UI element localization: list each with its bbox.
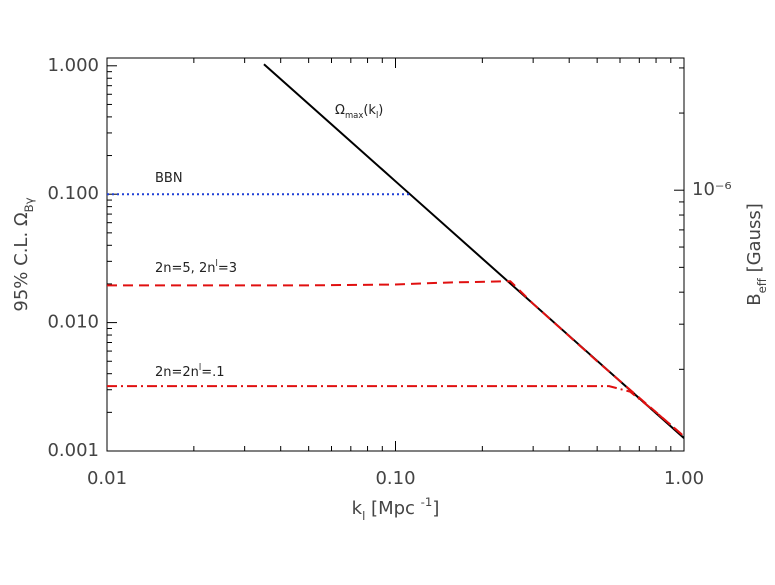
label-part: 2n=5, 2n [155,261,215,276]
y-tick-label: 0.010 [47,312,99,333]
annotation: 2n=5, 2nl=3 [155,258,237,276]
label-part: -1 [421,495,433,509]
series-line [107,385,684,438]
label-part: eff [755,277,769,293]
label-part: l [215,258,217,268]
series-line [263,63,684,439]
label-part: 95% C.L. Ω [11,212,32,311]
label-part: k [352,498,363,519]
label-part: ) [378,103,383,118]
annotation: BBN [155,171,183,186]
y-axis-label: 95% C.L. ΩBγ [11,197,36,311]
y-tick-label: 0.001 [47,440,99,461]
label-part: ] [432,498,439,519]
label-part: l [199,362,201,372]
label-part: Ω [335,103,345,118]
label-part: max [345,110,363,120]
x-tick-label: 1.00 [664,468,704,489]
label-part: l [376,110,378,120]
label-part: =3 [218,261,237,276]
x-tick-label: 0.10 [375,468,415,489]
label-part: l [362,509,365,523]
y2-tick-label: 10⁻⁶ [692,179,732,200]
label-part: BBN [155,171,183,186]
label-part: [Mpc [365,498,420,519]
label-part: =.1 [201,365,224,380]
series-line [107,280,684,438]
label-part: Bγ [22,197,36,212]
y-tick-label: 1.000 [47,55,99,76]
annotation: 2n=2nl=.1 [155,362,225,380]
y2-axis-label: Beff [Gauss] [744,203,769,306]
label-part: (k [363,103,376,118]
annotation: Ωmax(kl) [335,103,383,120]
label-part: 2n=2n [155,365,199,380]
y-tick-label: 0.100 [47,183,99,204]
label-part: B [744,293,765,305]
plot-frame [106,57,685,452]
label-part: [Gauss] [744,203,765,278]
x-axis-label: kl [Mpc -1] [352,495,440,523]
x-tick-label: 0.01 [87,468,127,489]
